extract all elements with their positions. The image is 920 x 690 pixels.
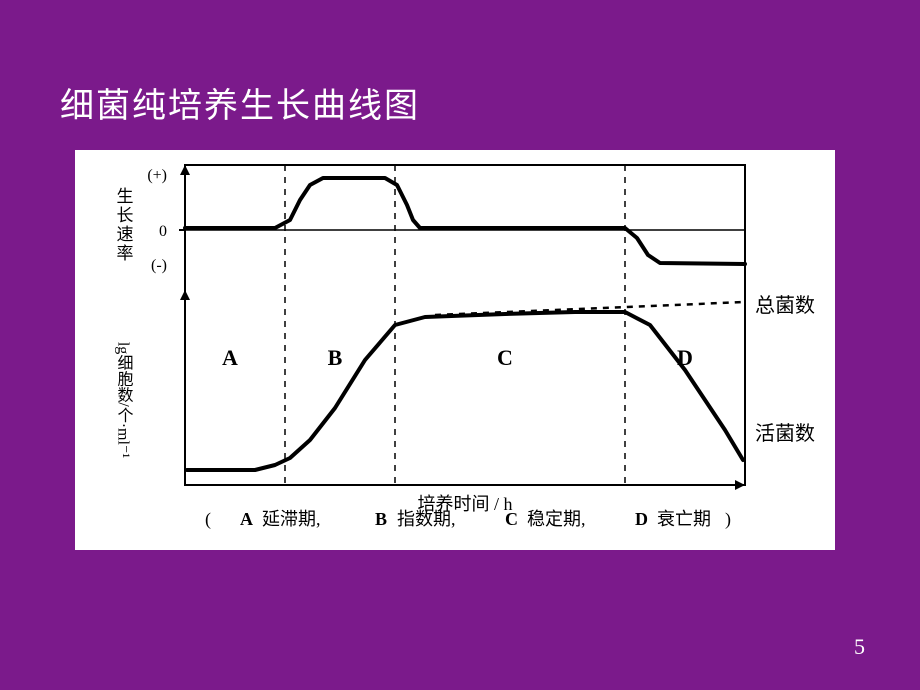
svg-text:): ) [725,509,731,530]
svg-text:延滞期,: 延滞期, [262,509,321,529]
svg-text:B: B [328,345,343,370]
svg-text:指数期,: 指数期, [397,509,456,529]
svg-text:(+): (+) [147,167,167,184]
svg-text:总菌数: 总菌数 [755,294,815,317]
svg-text:A: A [240,509,253,529]
svg-text:D: D [677,345,693,370]
svg-text:C: C [497,345,513,370]
svg-text:lg细胞数/个·ml⁻¹: lg细胞数/个·ml⁻¹ [115,342,134,459]
chart-svg: (+)0(-)生长速率lg细胞数/个·ml⁻¹总菌数活菌数ABCD培养时间 / … [75,150,835,550]
page-title: 细菌纯培养生长曲线图 [60,78,420,127]
svg-text:D: D [635,509,648,529]
svg-text:(-): (-) [151,257,167,274]
svg-text:B: B [375,509,387,529]
svg-text:A: A [222,345,238,370]
svg-text:活菌数: 活菌数 [755,422,815,445]
svg-text:C: C [505,509,518,529]
svg-text:衰亡期: 衰亡期 [657,509,711,529]
slide: 细菌纯培养生长曲线图 (+) 0 (-) 生长速率 lg细胞数/个·ml⁻¹ 总菌数活菌数… [0,0,920,690]
svg-text:生长速率: 生长速率 [114,187,134,263]
page-number: 5 [854,634,865,660]
growth-curve-chart: (+)0(-)生长速率lg细胞数/个·ml⁻¹总菌数活菌数ABCD培养时间 / … [75,150,835,550]
svg-text:0: 0 [159,223,167,240]
svg-text:稳定期,: 稳定期, [527,509,586,529]
svg-text:(: ( [205,509,211,530]
